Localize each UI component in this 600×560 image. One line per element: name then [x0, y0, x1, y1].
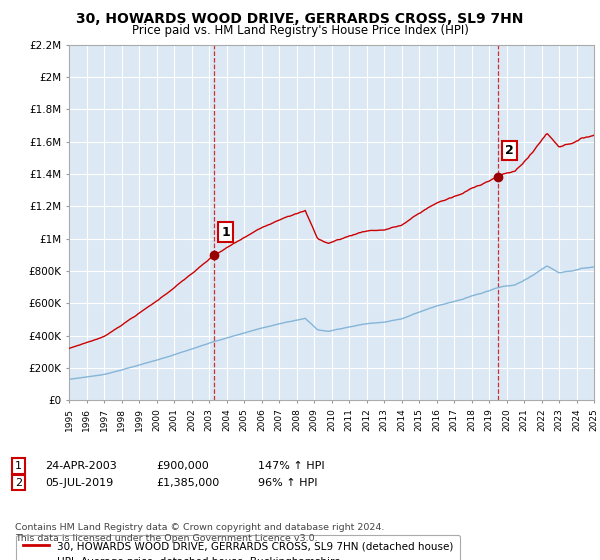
- Text: 05-JUL-2019: 05-JUL-2019: [45, 478, 113, 488]
- Text: 2: 2: [505, 144, 514, 157]
- Text: £1,385,000: £1,385,000: [156, 478, 219, 488]
- Text: 96% ↑ HPI: 96% ↑ HPI: [258, 478, 317, 488]
- Text: 2: 2: [15, 478, 22, 488]
- Text: 1: 1: [221, 226, 230, 239]
- Text: £900,000: £900,000: [156, 461, 209, 471]
- Legend: 30, HOWARDS WOOD DRIVE, GERRARDS CROSS, SL9 7HN (detached house), HPI: Average p: 30, HOWARDS WOOD DRIVE, GERRARDS CROSS, …: [16, 535, 460, 560]
- Text: This data is licensed under the Open Government Licence v3.0.: This data is licensed under the Open Gov…: [15, 534, 317, 543]
- Text: Price paid vs. HM Land Registry's House Price Index (HPI): Price paid vs. HM Land Registry's House …: [131, 24, 469, 36]
- Text: 147% ↑ HPI: 147% ↑ HPI: [258, 461, 325, 471]
- Text: Contains HM Land Registry data © Crown copyright and database right 2024.: Contains HM Land Registry data © Crown c…: [15, 523, 385, 532]
- Text: 1: 1: [15, 461, 22, 471]
- Text: 30, HOWARDS WOOD DRIVE, GERRARDS CROSS, SL9 7HN: 30, HOWARDS WOOD DRIVE, GERRARDS CROSS, …: [76, 12, 524, 26]
- Text: 24-APR-2003: 24-APR-2003: [45, 461, 117, 471]
